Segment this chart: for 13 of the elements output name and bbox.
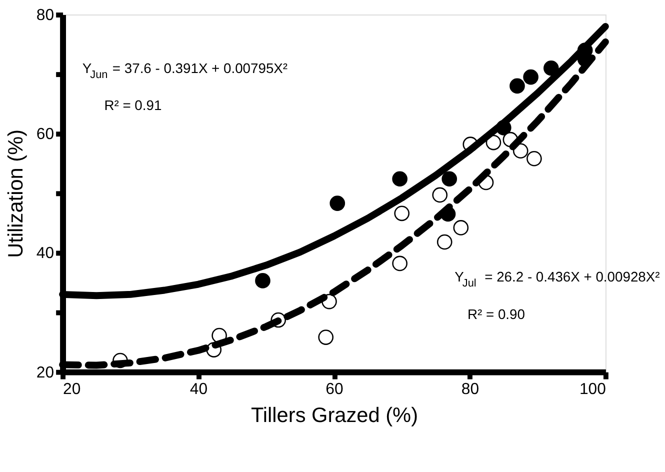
annotation: R² = 0.90	[467, 306, 526, 322]
y-tick-label: 40	[36, 245, 54, 262]
x-axis-title: Tillers Grazed (%)	[250, 404, 418, 427]
y-tick-label: 80	[36, 6, 54, 24]
y-tick-label: 60	[36, 126, 54, 144]
x-tick-label: 100	[579, 381, 606, 398]
annotation: R² = 0.91	[104, 96, 162, 113]
x-tick-label: 80	[461, 381, 480, 398]
y-axis-title: Utilization (%)	[4, 129, 28, 258]
x-tick-label: 60	[326, 381, 344, 398]
x-tick-label: 40	[190, 381, 208, 398]
x-tick-label: 20	[63, 381, 81, 398]
y-tick-label: 20	[36, 364, 54, 382]
